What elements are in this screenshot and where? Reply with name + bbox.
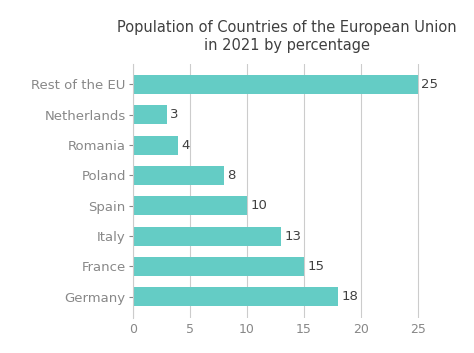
Bar <box>133 166 224 185</box>
Text: 10: 10 <box>250 199 267 212</box>
Text: 3: 3 <box>170 108 179 121</box>
Bar <box>133 257 304 276</box>
Text: 8: 8 <box>228 169 236 182</box>
Bar <box>133 227 281 245</box>
Title: Population of Countries of the European Union
in 2021 by percentage: Population of Countries of the European … <box>117 20 456 53</box>
Bar <box>133 136 178 155</box>
Bar <box>133 106 167 124</box>
Text: 4: 4 <box>182 139 190 152</box>
Bar <box>133 196 247 215</box>
Text: 25: 25 <box>421 78 438 91</box>
Text: 13: 13 <box>284 229 301 243</box>
Bar <box>133 287 338 306</box>
Text: 15: 15 <box>307 260 324 273</box>
Text: 18: 18 <box>342 290 358 303</box>
Bar <box>133 75 418 94</box>
